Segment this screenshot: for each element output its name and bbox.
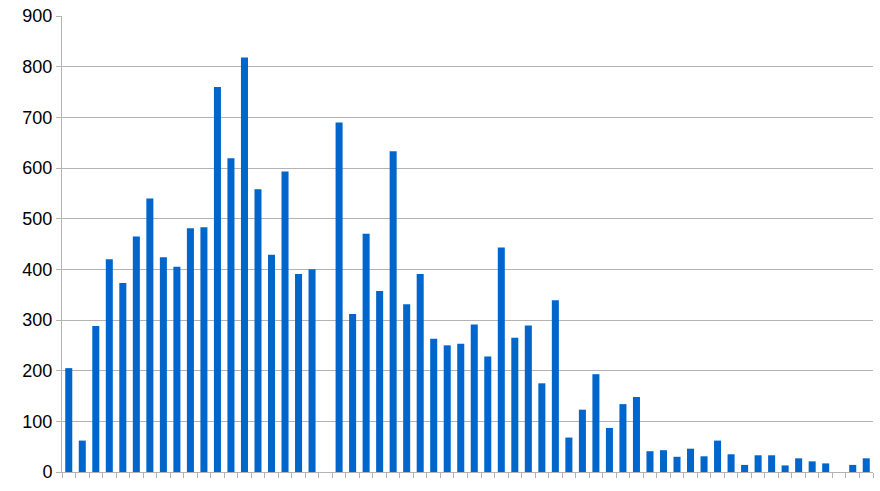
svg-text:0: 0 [42,462,52,482]
svg-text:300: 300 [22,310,52,330]
svg-text:400: 400 [22,260,52,280]
svg-text:700: 700 [22,108,52,128]
svg-text:500: 500 [22,209,52,229]
svg-text:100: 100 [22,412,52,432]
svg-text:800: 800 [22,57,52,77]
svg-text:600: 600 [22,158,52,178]
svg-text:200: 200 [22,361,52,381]
svg-text:900: 900 [22,6,52,26]
